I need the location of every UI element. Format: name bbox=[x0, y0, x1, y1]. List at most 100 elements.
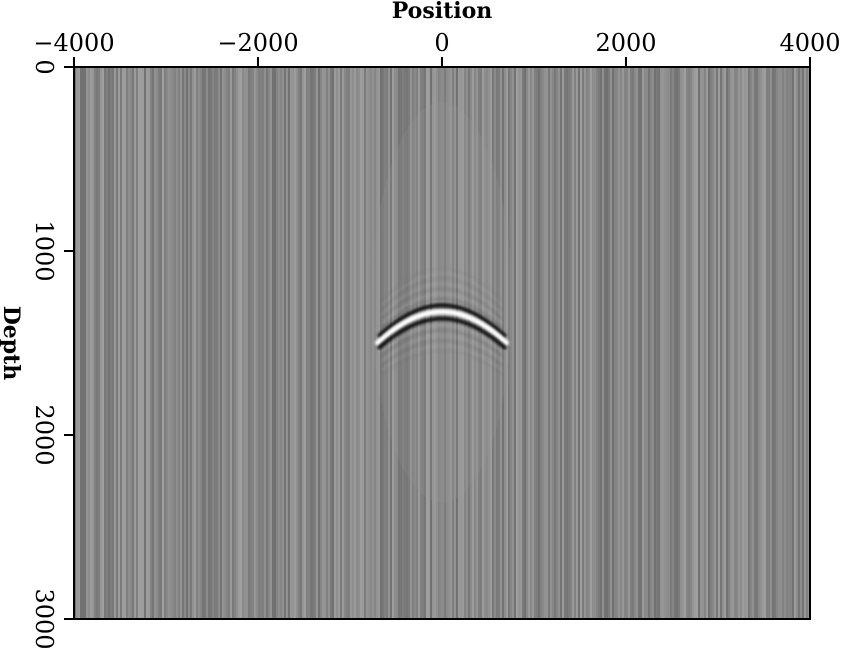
image-column bbox=[150, 67, 152, 619]
wavefront bbox=[381, 267, 503, 302]
image-column bbox=[624, 67, 626, 619]
image-column bbox=[662, 67, 664, 619]
image-column bbox=[274, 67, 276, 619]
image-column bbox=[668, 67, 670, 619]
image-column bbox=[374, 67, 376, 619]
image-column bbox=[362, 67, 364, 619]
image-column bbox=[780, 67, 782, 619]
image-column bbox=[628, 67, 630, 619]
image-column bbox=[566, 67, 568, 619]
image-column bbox=[192, 67, 194, 619]
image-column bbox=[806, 67, 808, 619]
image-column bbox=[736, 67, 738, 619]
image-column bbox=[366, 67, 368, 619]
image-column bbox=[494, 67, 496, 619]
image-column bbox=[154, 67, 156, 619]
image-column bbox=[534, 67, 536, 619]
image-column bbox=[782, 67, 784, 619]
image-column bbox=[320, 67, 322, 619]
image-column bbox=[526, 67, 528, 619]
image-column bbox=[312, 67, 314, 619]
x-tick-label: 4000 bbox=[779, 29, 840, 57]
image-column bbox=[792, 67, 794, 619]
wavefront bbox=[381, 282, 503, 315]
x-tick-label: 2000 bbox=[595, 29, 656, 57]
image-column bbox=[558, 67, 560, 619]
image-column bbox=[120, 67, 122, 619]
image-column bbox=[672, 67, 674, 619]
image-column bbox=[720, 67, 722, 619]
image-column bbox=[80, 67, 82, 619]
image-column bbox=[284, 67, 286, 619]
image-column bbox=[598, 67, 600, 619]
image-column bbox=[560, 67, 562, 619]
image-column bbox=[232, 67, 234, 619]
image-column bbox=[612, 67, 614, 619]
image-column bbox=[406, 67, 408, 619]
image-column bbox=[740, 67, 742, 619]
image-column bbox=[538, 67, 540, 619]
image-column bbox=[114, 67, 116, 619]
image-column bbox=[208, 67, 210, 619]
image-column bbox=[344, 67, 346, 619]
image-column bbox=[746, 67, 748, 619]
image-column bbox=[728, 67, 730, 619]
image-column bbox=[522, 67, 524, 619]
image-column bbox=[152, 67, 154, 619]
image-column bbox=[544, 67, 546, 619]
image-column bbox=[140, 67, 142, 619]
image-column bbox=[764, 67, 766, 619]
image-column bbox=[768, 67, 770, 619]
image-column bbox=[636, 67, 638, 619]
image-column bbox=[250, 67, 252, 619]
image-column bbox=[148, 67, 150, 619]
image-column bbox=[180, 67, 182, 619]
image-column bbox=[552, 67, 554, 619]
image-column bbox=[480, 67, 482, 619]
image-column bbox=[286, 67, 288, 619]
image-column bbox=[562, 67, 564, 619]
image-column bbox=[214, 67, 216, 619]
image-column bbox=[134, 67, 136, 619]
image-column bbox=[116, 67, 118, 619]
image-column bbox=[310, 67, 312, 619]
image-column bbox=[658, 67, 660, 619]
image-column bbox=[360, 67, 362, 619]
image-column bbox=[414, 67, 416, 619]
image-column bbox=[94, 67, 96, 619]
image-column bbox=[638, 67, 640, 619]
image-column bbox=[708, 67, 710, 619]
image-column bbox=[670, 67, 672, 619]
image-column bbox=[172, 67, 174, 619]
image-column bbox=[294, 67, 296, 619]
image-column bbox=[166, 67, 168, 619]
image-column bbox=[322, 67, 324, 619]
image-column bbox=[660, 67, 662, 619]
image-column bbox=[580, 67, 582, 619]
image-column bbox=[694, 67, 696, 619]
image-column bbox=[302, 67, 304, 619]
image-column bbox=[626, 67, 628, 619]
image-column bbox=[98, 67, 100, 619]
image-column bbox=[602, 67, 604, 619]
image-column bbox=[260, 67, 262, 619]
image-column bbox=[776, 67, 778, 619]
image-column bbox=[144, 67, 146, 619]
image-column bbox=[328, 67, 330, 619]
image-column bbox=[236, 67, 238, 619]
image-column bbox=[510, 67, 512, 619]
image-column bbox=[678, 67, 680, 619]
image-column bbox=[548, 67, 550, 619]
image-column bbox=[336, 67, 338, 619]
image-column bbox=[540, 67, 542, 619]
image-column bbox=[314, 67, 316, 619]
wavefront bbox=[375, 309, 509, 346]
image-column bbox=[446, 67, 448, 619]
image-column bbox=[452, 67, 454, 619]
image-column bbox=[100, 67, 102, 619]
image-column bbox=[464, 67, 466, 619]
image-column bbox=[276, 67, 278, 619]
image-column bbox=[348, 67, 350, 619]
image-column bbox=[722, 67, 724, 619]
